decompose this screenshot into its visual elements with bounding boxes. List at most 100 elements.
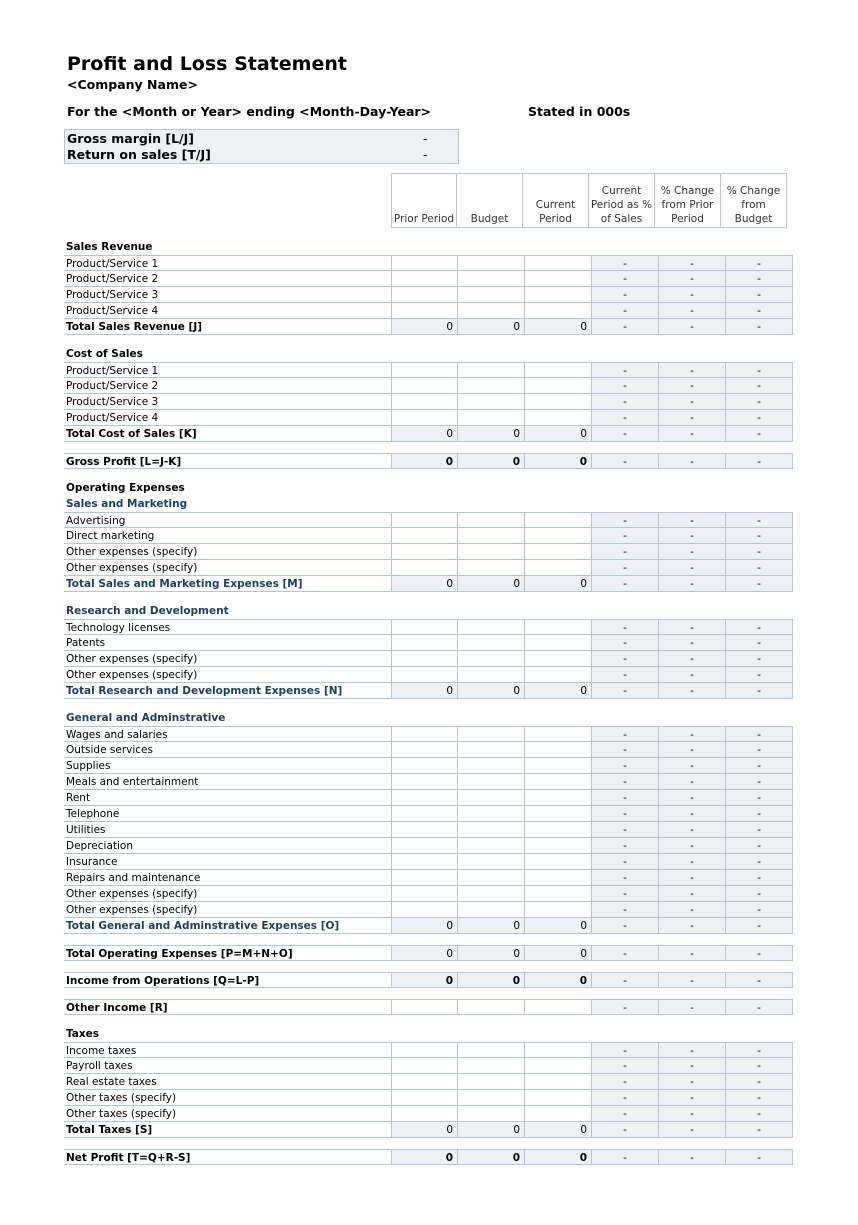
company-name[interactable]: <Company Name> (67, 77, 198, 92)
input-cell[interactable] (391, 362, 458, 378)
input-cell[interactable] (458, 726, 525, 742)
input-cell[interactable] (458, 758, 525, 774)
input-cell[interactable] (391, 1106, 458, 1122)
input-cell[interactable] (391, 255, 458, 271)
input-cell[interactable] (525, 886, 592, 902)
input-cell[interactable] (458, 1058, 525, 1074)
input-cell[interactable] (391, 287, 458, 303)
input-cell[interactable] (525, 806, 592, 822)
input-cell[interactable] (458, 512, 525, 528)
input-cell[interactable] (525, 528, 592, 544)
input-cell[interactable] (525, 410, 592, 426)
input-cell[interactable] (525, 1074, 592, 1090)
input-cell[interactable] (391, 790, 458, 806)
input-cell[interactable] (391, 1058, 458, 1074)
input-cell[interactable] (525, 1106, 592, 1122)
input-cell[interactable] (458, 886, 525, 902)
input-cell[interactable] (391, 410, 458, 426)
input-cell[interactable] (458, 255, 525, 271)
input-cell[interactable] (391, 303, 458, 319)
input-cell[interactable] (458, 544, 525, 560)
input-cell[interactable] (458, 303, 525, 319)
input-cell[interactable] (525, 1058, 592, 1074)
input-cell[interactable] (458, 838, 525, 854)
input-cell[interactable] (458, 667, 525, 683)
input-cell[interactable] (525, 651, 592, 667)
input-cell[interactable] (525, 271, 592, 287)
input-cell[interactable] (458, 651, 525, 667)
input-cell[interactable] (391, 1074, 458, 1090)
input-cell[interactable] (391, 512, 458, 528)
input-cell[interactable] (525, 902, 592, 918)
input-cell[interactable] (525, 774, 592, 790)
input-cell[interactable] (525, 560, 592, 576)
input-cell[interactable] (391, 271, 458, 287)
input-cell[interactable] (458, 854, 525, 870)
input-cell[interactable] (391, 1042, 458, 1058)
input-cell[interactable] (525, 287, 592, 303)
input-cell[interactable] (391, 742, 458, 758)
input-cell[interactable] (525, 544, 592, 560)
input-cell[interactable] (391, 758, 458, 774)
input-cell[interactable] (391, 1090, 458, 1106)
input-cell[interactable] (458, 902, 525, 918)
period-line[interactable]: For the <Month or Year> ending <Month-Da… (67, 104, 432, 119)
input-cell[interactable] (525, 255, 592, 271)
input-cell[interactable] (391, 822, 458, 838)
input-cell[interactable] (458, 822, 525, 838)
input-cell[interactable] (525, 619, 592, 635)
input-cell[interactable] (458, 1106, 525, 1122)
input-cell[interactable] (525, 870, 592, 886)
input-cell[interactable] (458, 394, 525, 410)
input-cell[interactable] (458, 287, 525, 303)
input-cell[interactable] (525, 790, 592, 806)
input-cell[interactable] (458, 619, 525, 635)
input-cell[interactable] (391, 774, 458, 790)
input-cell[interactable] (391, 854, 458, 870)
input-cell[interactable] (391, 726, 458, 742)
input-cell[interactable] (525, 635, 592, 651)
input-cell[interactable] (391, 870, 458, 886)
input-cell[interactable] (458, 742, 525, 758)
input-cell[interactable] (391, 619, 458, 635)
input-cell[interactable] (525, 742, 592, 758)
input-cell[interactable] (458, 560, 525, 576)
input-cell[interactable] (458, 870, 525, 886)
input-cell[interactable] (458, 362, 525, 378)
input-cell[interactable] (391, 635, 458, 651)
input-cell[interactable] (525, 726, 592, 742)
input-cell[interactable] (391, 560, 458, 576)
input-cell[interactable] (391, 902, 458, 918)
input-cell[interactable] (458, 806, 525, 822)
input-cell[interactable] (525, 362, 592, 378)
input-cell[interactable] (525, 1042, 592, 1058)
input-cell[interactable] (391, 651, 458, 667)
input-cell[interactable] (458, 410, 525, 426)
input-cell[interactable] (458, 790, 525, 806)
input-cell[interactable] (391, 886, 458, 902)
input-cell[interactable] (458, 1074, 525, 1090)
total-value[interactable] (525, 999, 592, 1015)
input-cell[interactable] (525, 667, 592, 683)
input-cell[interactable] (458, 1090, 525, 1106)
input-cell[interactable] (458, 1042, 525, 1058)
input-cell[interactable] (391, 667, 458, 683)
input-cell[interactable] (391, 838, 458, 854)
input-cell[interactable] (391, 378, 458, 394)
input-cell[interactable] (525, 854, 592, 870)
input-cell[interactable] (458, 635, 525, 651)
input-cell[interactable] (525, 303, 592, 319)
total-value[interactable] (391, 999, 458, 1015)
input-cell[interactable] (458, 774, 525, 790)
input-cell[interactable] (525, 394, 592, 410)
input-cell[interactable] (458, 378, 525, 394)
input-cell[interactable] (525, 758, 592, 774)
input-cell[interactable] (391, 544, 458, 560)
input-cell[interactable] (525, 378, 592, 394)
input-cell[interactable] (391, 528, 458, 544)
input-cell[interactable] (391, 806, 458, 822)
total-value[interactable] (458, 999, 525, 1015)
input-cell[interactable] (525, 838, 592, 854)
input-cell[interactable] (525, 822, 592, 838)
input-cell[interactable] (458, 271, 525, 287)
